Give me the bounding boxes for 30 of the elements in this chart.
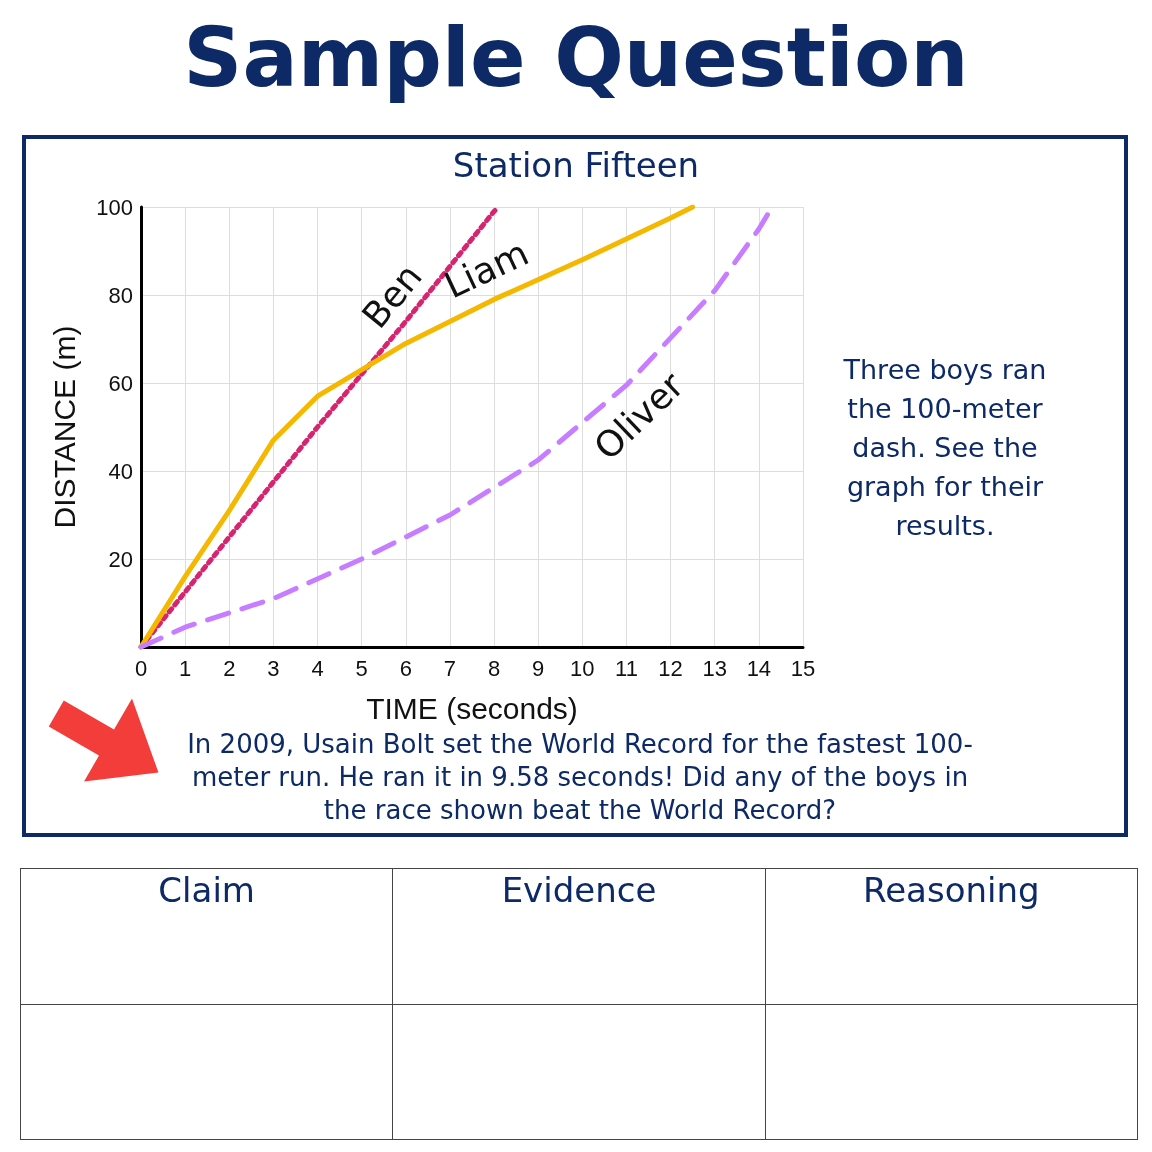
x-tick-label: 4 — [311, 655, 324, 681]
x-tick-label: 1 — [179, 655, 192, 681]
x-tick-label: 11 — [615, 655, 638, 681]
y-tick-label: 80 — [108, 282, 133, 308]
x-axis-title: TIME (seconds) — [366, 691, 578, 725]
text: Three boys ran the 100-meter dash. See the graph for their results. — [842, 353, 1048, 543]
text: Sample Question — [182, 10, 970, 105]
text: Ben — [353, 256, 430, 336]
x-tick-label: 6 — [399, 655, 412, 681]
text: In 2009, Usain Bolt set the World Record for the fastest 100-meter run. He ran it in 9.58 seconds! Did any of the boys in the race shown beat the World Record? — [186, 728, 974, 827]
x-tick-label: 12 — [658, 655, 683, 681]
x-tick-label: 13 — [702, 655, 727, 681]
x-tick-label: 15 — [790, 655, 816, 681]
text: Liam — [438, 231, 535, 307]
x-tick-label: 3 — [267, 655, 280, 681]
answer-table: Claim Evidence Reasoning — [20, 868, 1138, 1140]
y-tick-label: 100 — [96, 194, 133, 220]
x-tick-label: 0 — [134, 655, 148, 681]
x-tick-label: 8 — [487, 655, 501, 681]
y-tick-label: 40 — [108, 458, 133, 484]
x-tick-label: 10 — [570, 655, 595, 681]
y-tick-label: 20 — [108, 546, 133, 572]
x-tick-label: 5 — [355, 655, 368, 681]
y-axis-title: DISTANCE (m) — [47, 325, 81, 529]
x-tick-label: 9 — [532, 655, 545, 681]
chart-title: Station Fifteen — [452, 145, 700, 185]
x-tick-label: 7 — [443, 655, 457, 681]
y-tick-label: 60 — [108, 370, 133, 396]
x-tick-label: 14 — [746, 655, 772, 681]
x-tick-label: 2 — [223, 655, 236, 681]
